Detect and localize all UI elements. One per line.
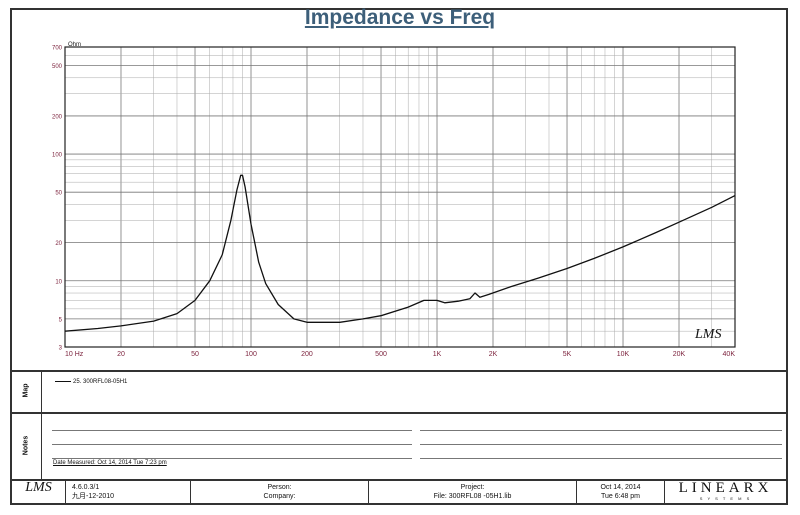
notes-label: Notes — [22, 435, 30, 456]
series-lines — [64, 174, 736, 332]
y-tick-label: 5 — [59, 317, 63, 323]
x-tick-label: 2K — [489, 351, 498, 358]
footer-logo-cell: LMS — [12, 481, 66, 503]
x-tick-label: 200 — [301, 351, 313, 358]
footer-brand: LINEARX — [678, 480, 773, 496]
footer-date-cell: Oct 14, 2014 Tue 6:48 pm — [577, 481, 665, 503]
footer-date-line1: Oct 14, 2014 — [600, 484, 641, 491]
x-tick-label: 500 — [375, 351, 387, 358]
footer-panel — [10, 479, 788, 505]
grid — [64, 46, 736, 348]
footer-version-sub: 九月-12-2010 — [72, 493, 115, 500]
map-label: Map — [22, 383, 30, 398]
x-tick-label: 50 — [191, 351, 199, 358]
footer-brand-cell: LINEARX S Y S T E M S — [665, 481, 786, 503]
chart-title: Impedance vs Freq — [304, 6, 496, 29]
watermark-logo: LMS — [694, 327, 721, 342]
y-tick-label: 500 — [52, 64, 63, 70]
footer-logo: LMS — [25, 480, 52, 495]
y-unit-label: Ohm — [68, 42, 81, 48]
footer-project-label: Project: — [460, 484, 485, 491]
y-tick-label: 700 — [52, 46, 63, 52]
x-tick-labels: 10 Hz 20 50 100 200 500 1K 2K 5K 10K 20K 40K — [65, 351, 735, 358]
x-tick-label: 1K — [433, 351, 442, 358]
legend-entry: 25. 300RFL08-05H1 — [55, 379, 127, 385]
y-tick-label: 100 — [52, 153, 63, 159]
impedance-series-line — [64, 174, 736, 332]
note-line-left-2 — [52, 444, 412, 445]
date-measured: Date Measured: Oct 14, 2014 Tue 7:23 pm — [53, 460, 167, 466]
map-panel — [10, 370, 788, 412]
footer-person-label: Person: — [267, 484, 292, 491]
x-tick-label: 40K — [723, 351, 736, 358]
footer-file-label: File: 300RFL08 -05H1.lib — [433, 493, 512, 500]
footer-version-cell: 4.6.0.3/1 九月-12-2010 — [66, 481, 191, 503]
note-line-right-2 — [420, 444, 782, 445]
footer-company-label: Company: — [263, 493, 296, 500]
page-frame — [10, 8, 788, 505]
legend-line-swatch — [55, 380, 71, 382]
x-tick-label: 20K — [673, 351, 686, 358]
footer-version: 4.6.0.3/1 — [72, 484, 100, 491]
y-tick-label: 10 — [55, 279, 62, 285]
notes-lines — [52, 418, 782, 468]
y-tick-label: 3 — [59, 346, 63, 352]
y-tick-label: 200 — [52, 114, 63, 120]
note-line-left-3 — [52, 458, 412, 459]
x-tick-label: 10 Hz — [65, 351, 84, 358]
note-line-right-3 — [420, 458, 782, 459]
footer-project-cell: Project: File: 300RFL08 -05H1.lib — [369, 481, 577, 503]
plot-area-border — [64, 46, 736, 348]
legend-label: 25. 300RFL08-05H1 — [73, 379, 128, 385]
y-tick-labels: 3 5 10 20 50 100 200 500 700 — [52, 46, 63, 352]
notes-tab: Notes — [10, 414, 42, 480]
x-tick-label: 10K — [617, 351, 630, 358]
notes-panel — [10, 412, 788, 480]
x-tick-label: 20 — [117, 351, 125, 358]
x-tick-label: 5K — [563, 351, 572, 358]
x-tick-label: 100 — [245, 351, 257, 358]
footer-brand-sub: S Y S T E M S — [699, 496, 752, 501]
map-tab: Map — [10, 372, 42, 412]
footer-person-cell: Person: Company: — [191, 481, 369, 503]
note-line-right-1 — [420, 430, 782, 431]
impedance-chart: 10 Hz 20 50 100 200 500 1K 2K 5K 10K 20K 40K 3 5 10 20… — [52, 42, 736, 358]
y-tick-label: 50 — [55, 191, 62, 197]
footer-date-line2: Tue 6:48 pm — [600, 493, 641, 500]
note-line-left-1 — [52, 430, 412, 431]
y-tick-label: 20 — [55, 241, 62, 247]
